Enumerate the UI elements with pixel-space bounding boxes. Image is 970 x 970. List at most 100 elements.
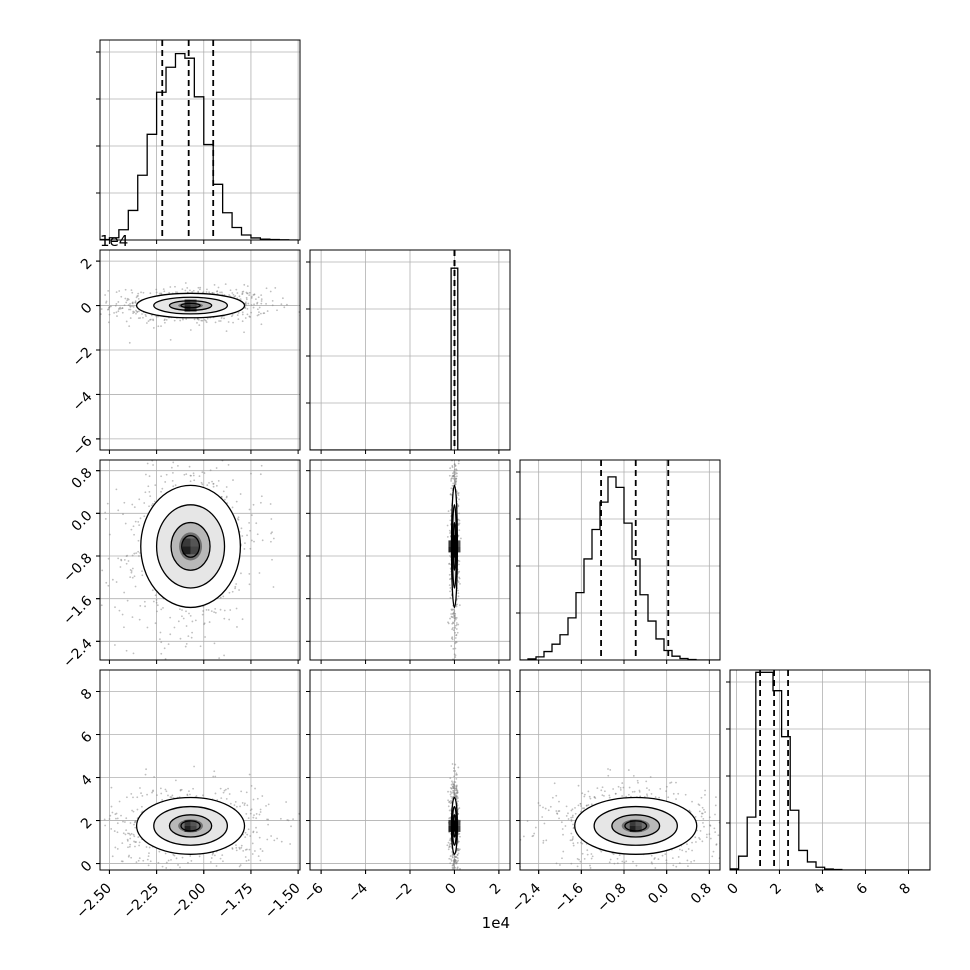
scatter-point: [578, 880, 580, 882]
scatter-point: [619, 786, 622, 789]
scatter-point: [155, 315, 158, 318]
scatter-point: [590, 857, 593, 860]
scatter-point: [457, 847, 460, 850]
scatter-point: [174, 484, 177, 487]
scatter-point: [211, 292, 214, 294]
scatter-point: [612, 853, 615, 856]
scatter-point: [698, 804, 701, 806]
scatter-point: [179, 319, 182, 322]
scatter-point: [247, 817, 250, 820]
scatter-point: [705, 833, 708, 836]
scatter-point: [650, 861, 653, 864]
scatter-point: [193, 318, 196, 321]
scatter-point: [448, 563, 450, 565]
scatter-point: [555, 810, 558, 812]
scatter-point: [167, 794, 169, 797]
scatter-point: [247, 876, 249, 878]
scatter-point: [197, 286, 200, 289]
scatter-point: [146, 793, 148, 796]
scatter-point: [190, 860, 193, 862]
scatter-point: [260, 302, 263, 305]
scatter-point: [155, 601, 158, 604]
scatter-point: [184, 645, 187, 648]
x-tick-label: −1.75: [215, 880, 257, 922]
scatter-point: [155, 288, 158, 291]
scatter-point: [129, 837, 132, 840]
scatter-point: [116, 817, 119, 820]
scatter-point: [631, 790, 634, 793]
scatter-point: [203, 472, 206, 474]
scatter-point: [724, 828, 726, 830]
scatter-point: [192, 289, 195, 292]
scatter-point: [205, 321, 208, 324]
scatter-point: [267, 803, 270, 806]
scatter-point: [224, 788, 227, 791]
scatter-point: [665, 785, 668, 788]
scatter-point: [452, 475, 455, 478]
x-tick-label: −2: [390, 880, 416, 906]
scatter-point: [185, 318, 188, 320]
scatter-point: [119, 306, 122, 309]
scatter-point: [219, 857, 222, 860]
scatter-point: [244, 542, 246, 545]
scatter-point: [457, 505, 460, 508]
scatter-point: [234, 585, 237, 588]
scatter-point: [217, 286, 220, 289]
scatter-point: [608, 796, 611, 799]
scatter-point: [234, 587, 236, 590]
scatter-point: [517, 851, 519, 853]
scatter-point: [307, 306, 309, 308]
scatter-point: [228, 591, 231, 594]
scatter-point: [187, 635, 190, 638]
scatter-point: [667, 876, 669, 878]
scatter-point: [250, 311, 253, 314]
scatter-point: [456, 661, 458, 663]
scatter-point: [454, 456, 456, 458]
scatter-point: [454, 763, 457, 766]
scatter-point: [454, 480, 456, 483]
scatter-point: [104, 294, 107, 296]
scatter-point: [220, 291, 223, 294]
scatter-point: [650, 872, 652, 874]
scatter-point: [235, 844, 237, 847]
scatter-point: [148, 846, 151, 849]
scatter-point: [219, 320, 222, 322]
scatter-point: [138, 524, 141, 527]
scatter-point: [685, 850, 687, 853]
scatter-point: [260, 294, 263, 297]
scatter-point: [449, 793, 452, 796]
scatter-point: [255, 522, 258, 525]
scatter-point: [126, 299, 129, 302]
scatter-point: [541, 816, 544, 818]
hist-panel-1: [306, 249, 511, 454]
scatter-point: [250, 472, 252, 475]
scatter-point: [572, 842, 575, 845]
scatter-point: [239, 298, 242, 301]
scatter-point: [646, 794, 649, 797]
scatter-point: [453, 473, 456, 476]
scatter-point: [455, 862, 458, 865]
scatter-point: [127, 846, 129, 849]
scatter-point: [454, 472, 457, 475]
scatter-point: [156, 794, 158, 796]
hist-bars: [100, 40, 299, 240]
scatter-point: [244, 831, 247, 834]
scatter-point: [457, 896, 459, 898]
scatter-point: [454, 789, 457, 792]
scatter-point: [165, 867, 168, 869]
scatter-point: [105, 300, 108, 303]
scatter-point: [181, 288, 184, 291]
scatter-point: [173, 626, 176, 629]
scatter-panel-1-3: −6 −4 −2 0 2: [301, 669, 511, 906]
scatter-point: [654, 796, 657, 799]
scatter-point: [241, 802, 244, 804]
scatter-point: [189, 855, 192, 857]
scatter-point: [148, 475, 151, 478]
scatter-point: [177, 464, 179, 467]
contour-line: [153, 296, 229, 315]
scatter-point: [635, 864, 638, 867]
y-offset-label: 1e4: [100, 232, 128, 250]
scatter-point: [157, 861, 160, 864]
scatter-point: [451, 466, 454, 469]
scatter-point: [633, 790, 636, 793]
